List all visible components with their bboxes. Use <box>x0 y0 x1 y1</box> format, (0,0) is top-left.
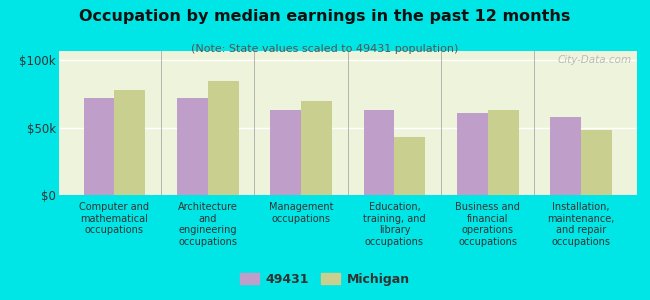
Bar <box>581 130 612 195</box>
Bar <box>457 113 488 195</box>
Text: Occupation by median earnings in the past 12 months: Occupation by median earnings in the pas… <box>79 9 571 24</box>
Bar <box>208 81 239 195</box>
Text: City-Data.com: City-Data.com <box>557 55 631 65</box>
Legend: 49431, Michigan: 49431, Michigan <box>235 268 415 291</box>
Bar <box>488 110 519 195</box>
Bar <box>363 110 395 195</box>
Bar <box>270 110 301 195</box>
Bar <box>177 98 208 195</box>
Bar <box>551 117 581 195</box>
Bar <box>395 137 425 195</box>
Bar <box>114 90 146 195</box>
Bar <box>301 101 332 195</box>
Bar <box>84 98 114 195</box>
Text: (Note: State values scaled to 49431 population): (Note: State values scaled to 49431 popu… <box>191 44 459 53</box>
